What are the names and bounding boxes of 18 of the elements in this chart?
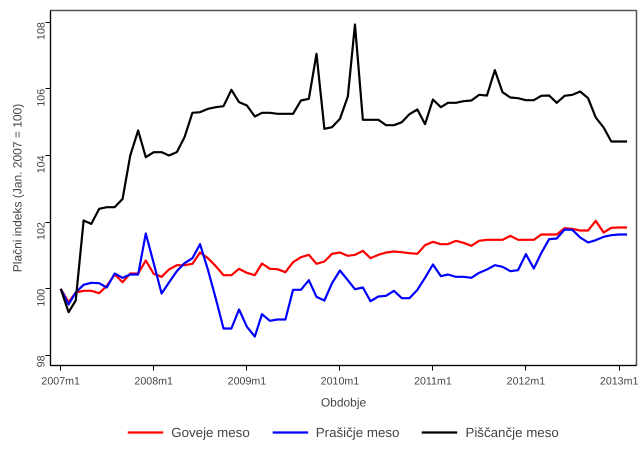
y-tick-label: 106 [36, 88, 48, 107]
y-tick-label: 108 [36, 22, 48, 40]
x-tick-label: 2008m1 [134, 376, 174, 388]
y-tick-label: 102 [36, 222, 48, 240]
y-tick-label: 98 [36, 355, 48, 368]
y-tick-label: 100 [36, 288, 48, 307]
x-tick-label: 2009m1 [228, 376, 266, 388]
x-tick-label: 2011m1 [414, 376, 452, 388]
x-tick-label: 2013m1 [600, 376, 639, 388]
y-axis-title: Plačni indeks (Jan. 2007 = 100) [10, 104, 24, 272]
x-tick-label: 2010m1 [320, 376, 360, 388]
x-tick-label: 2007m1 [41, 376, 80, 388]
legend-label: Prašičje meso [316, 424, 400, 440]
x-axis-title: Obdobje [320, 396, 367, 410]
x-tick-label: 2012m1 [506, 376, 546, 388]
legend-label: Goveje meso [171, 424, 250, 440]
legend-label: Piščančje meso [465, 424, 559, 440]
y-tick-label: 104 [36, 155, 48, 174]
